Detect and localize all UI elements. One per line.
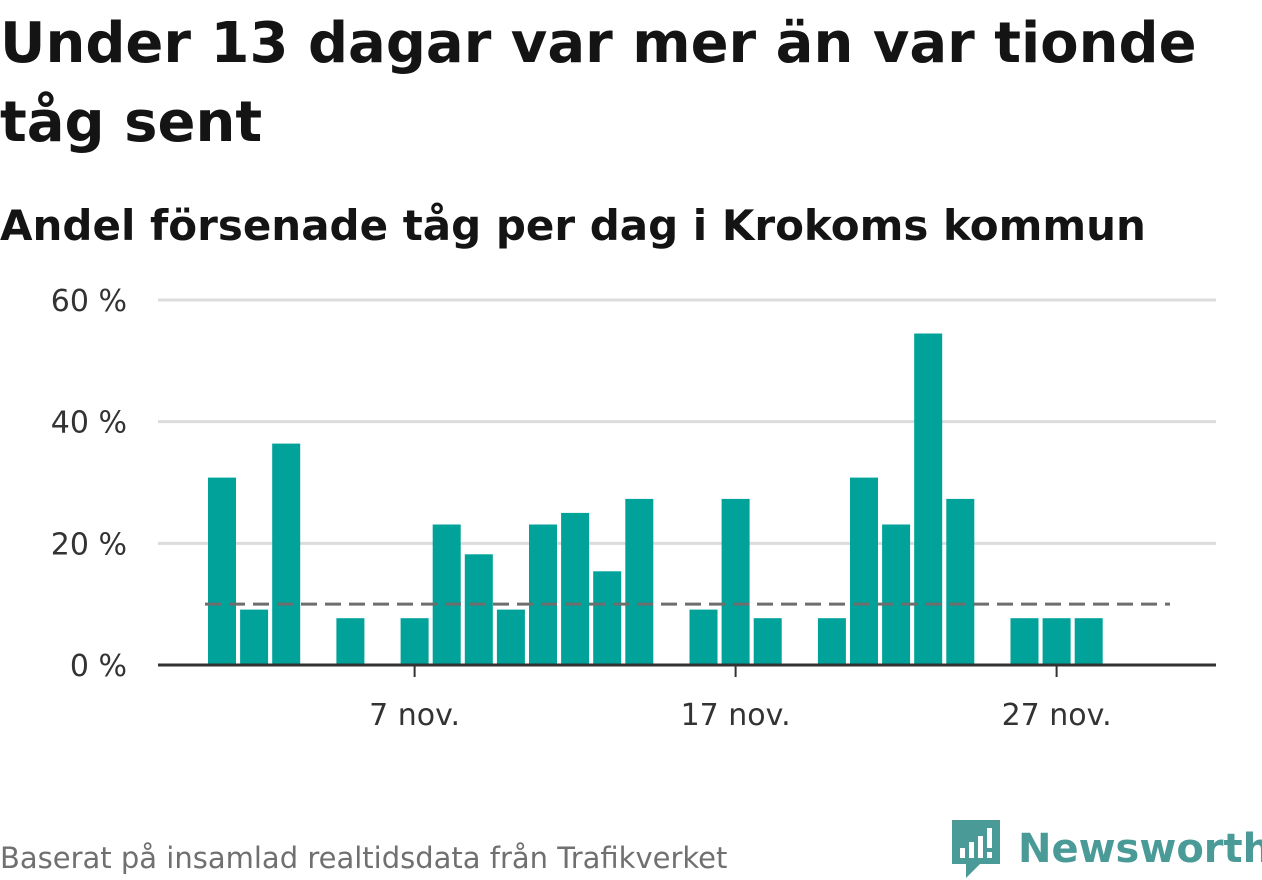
x-tick-label: 17 nov. [681,698,791,733]
brand-logo: Newsworthy [950,818,1262,880]
y-tick-label: 60 % [51,284,127,319]
bar-1-nov [208,477,236,665]
bar-18-nov [753,618,782,665]
bar-26-nov [1010,618,1039,665]
bar-27-nov [1042,618,1071,665]
brand-name: Newsworthy [1018,826,1262,872]
x-axis-ticks: 7 nov. 17 nov. 27 nov. [369,665,1112,733]
bar-7-nov [400,618,429,665]
bar-12-nov [561,512,590,665]
bar-10-nov [496,609,525,665]
newsworthy-logo-icon [952,820,1000,878]
bar-20-nov [817,618,846,665]
bar-22-nov [882,524,911,665]
bar-21-nov [850,477,878,665]
grid-lines [158,298,1216,545]
bar-3-nov [272,443,301,665]
bar-14-nov [625,498,654,665]
bars [208,333,1103,665]
y-tick-label: 20 % [51,527,127,562]
bar-8-nov [432,524,461,665]
bar-13-nov [593,571,622,665]
bar-9-nov [464,554,493,665]
x-tick-label: 7 nov. [369,698,460,733]
bar-11-nov [529,524,557,665]
bar-17-nov [721,498,750,665]
bar-5-nov [336,618,365,665]
bar-2-nov [240,609,269,665]
y-axis-ticks: 0 % 20 % 40 % 60 % [51,284,127,684]
bar-23-nov [914,333,943,665]
y-tick-label: 0 % [70,649,127,684]
bar-24-nov [946,498,975,665]
bar-16-nov [689,609,718,665]
y-tick-label: 40 % [51,406,127,441]
chart-subtitle: Andel försenade tåg per dag i Krokoms ko… [0,201,1146,250]
bar-28-nov [1074,618,1103,665]
chart-title: Under 13 dagar var mer än var tionde tåg… [0,11,1197,155]
x-tick-label: 27 nov. [1002,698,1112,733]
bar-chart: 0 % 20 % 40 % 60 % 7 nov. 17 nov. 27 nov. [51,284,1216,733]
source-note: Baserat på insamlad realtidsdata från Tr… [0,841,728,875]
